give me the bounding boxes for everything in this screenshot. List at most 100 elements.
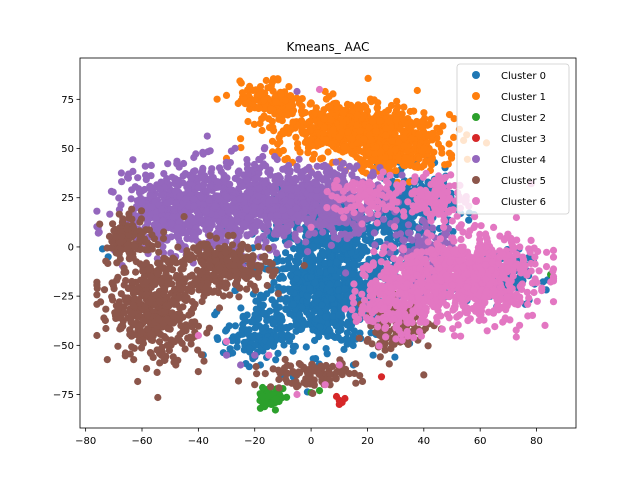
data-point [251, 341, 259, 349]
data-point [155, 315, 163, 323]
data-point [127, 195, 135, 203]
data-point [304, 248, 312, 256]
data-point [273, 212, 281, 220]
data-point [181, 170, 189, 178]
data-point [251, 96, 259, 104]
chart-title: Kmeans_ AAC [287, 40, 370, 54]
data-point [296, 225, 304, 233]
data-point [340, 143, 348, 151]
data-point [332, 99, 341, 107]
data-point [154, 270, 162, 278]
data-point [204, 176, 212, 184]
data-point [93, 281, 101, 289]
data-point [203, 187, 212, 195]
data-point [163, 199, 171, 207]
data-point [266, 307, 274, 315]
data-point [236, 195, 244, 203]
data-point [360, 135, 368, 143]
data-point [100, 314, 108, 322]
data-point [415, 155, 423, 163]
data-point [433, 124, 441, 132]
data-point [381, 153, 389, 161]
series-1 [213, 74, 491, 186]
data-point [343, 335, 351, 343]
data-point [146, 298, 154, 307]
data-point [190, 153, 198, 162]
data-point [302, 238, 310, 246]
data-point [420, 161, 428, 169]
data-point [400, 134, 408, 142]
data-point [128, 278, 136, 286]
data-point [198, 174, 206, 182]
data-point [348, 135, 356, 143]
data-point [214, 183, 222, 191]
data-point [420, 144, 428, 153]
data-point [251, 324, 259, 332]
data-point [132, 268, 140, 276]
data-point [205, 196, 213, 204]
data-point [154, 393, 162, 402]
data-point [183, 229, 191, 237]
data-point [144, 246, 152, 254]
data-point [313, 162, 321, 170]
data-point [150, 235, 158, 243]
data-point [246, 82, 254, 90]
data-point [396, 230, 405, 238]
data-point [364, 74, 372, 82]
data-point [237, 144, 245, 152]
data-point [226, 345, 234, 353]
data-point [264, 392, 272, 400]
data-point [369, 351, 377, 359]
data-point [447, 154, 456, 162]
data-point [418, 117, 426, 125]
data-point [392, 167, 400, 175]
data-point [204, 219, 212, 227]
data-point [165, 342, 173, 350]
data-point [263, 290, 271, 298]
data-point [414, 130, 423, 139]
data-point [267, 105, 275, 113]
data-point [415, 224, 423, 232]
data-point [291, 342, 299, 350]
data-point [314, 206, 322, 214]
data-point [313, 236, 321, 244]
data-point [279, 130, 287, 138]
data-point [153, 368, 161, 376]
data-point [332, 158, 340, 166]
data-point [182, 195, 190, 203]
points-layer [93, 74, 558, 414]
data-point [280, 285, 288, 293]
data-point [349, 260, 357, 268]
data-point [262, 76, 270, 85]
data-point [283, 185, 291, 193]
data-point [155, 248, 163, 256]
data-point [322, 313, 330, 321]
data-point [157, 277, 165, 285]
data-point [376, 117, 384, 125]
data-point [349, 270, 357, 278]
data-point [323, 233, 331, 241]
data-point [154, 241, 162, 249]
data-point [293, 236, 301, 244]
data-point [222, 351, 231, 359]
data-point [450, 115, 458, 123]
data-point [302, 166, 310, 174]
data-point [427, 115, 435, 123]
data-point [197, 193, 205, 201]
data-point [333, 258, 341, 266]
data-point [353, 111, 362, 119]
data-point [323, 177, 332, 186]
data-point [93, 291, 101, 299]
data-point [320, 123, 328, 131]
data-point [176, 285, 184, 293]
data-point [293, 185, 301, 193]
data-point [322, 168, 330, 176]
series-3 [332, 373, 386, 408]
data-point [394, 153, 403, 161]
data-point [232, 209, 240, 217]
data-point [334, 280, 342, 288]
data-point [370, 229, 378, 237]
data-point [286, 288, 294, 296]
data-point [272, 249, 281, 257]
data-point [270, 230, 278, 238]
